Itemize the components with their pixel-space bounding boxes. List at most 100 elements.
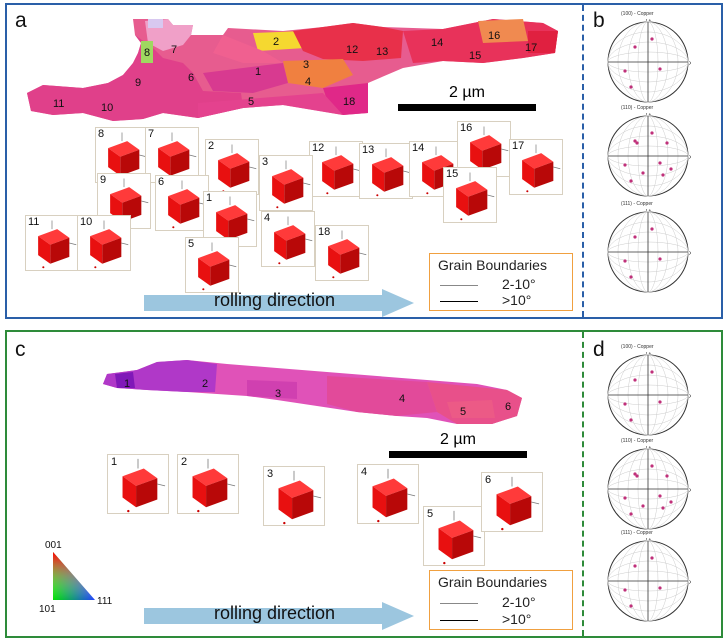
pole-figure-title: (111) - Copper (621, 201, 653, 207)
red-cube-icon (192, 458, 236, 513)
cube-number: 6 (158, 176, 165, 188)
divider-ab (582, 5, 584, 317)
grain-label: 1 (255, 66, 261, 78)
grain-label: 16 (488, 30, 500, 42)
pole-figure: Y1 X1 (607, 209, 691, 293)
grain-label: 9 (135, 77, 141, 89)
grain-label: 5 (460, 406, 466, 418)
pole-figure: Y1 X1 (607, 113, 691, 197)
legend-row-high: >10° (502, 292, 532, 308)
red-cube-icon (496, 476, 540, 531)
cube-number: 18 (318, 226, 331, 238)
legend-row-high: >10° (502, 611, 532, 627)
red-cube-icon (38, 220, 77, 269)
cube-number: 4 (264, 212, 271, 224)
rolling-direction-arrow-a (144, 289, 414, 317)
legend-row-low: 2-10° (502, 594, 536, 610)
red-cube-icon (158, 132, 197, 181)
panel-d-label: d (593, 338, 605, 361)
cube-number: 5 (188, 238, 195, 250)
grain-label: 13 (376, 46, 388, 58)
svg-text:X1: X1 (689, 488, 691, 494)
cube-number: 3 (262, 156, 269, 168)
svg-text:X1: X1 (689, 155, 691, 161)
red-cube-icon (438, 510, 482, 565)
orientation-cube: 13 (359, 143, 413, 199)
scale-label-c: 2 µm (440, 431, 476, 448)
red-cube-icon (322, 146, 361, 195)
cube-number: 12 (312, 142, 325, 154)
svg-text:Y1: Y1 (645, 19, 651, 23)
orientation-cube: 4 (357, 464, 419, 524)
rolling-direction-label-c: rolling direction (214, 603, 336, 623)
red-cube-icon (90, 220, 129, 269)
grain-label: 2 (202, 378, 208, 390)
cube-number: 8 (98, 128, 105, 140)
low-angle-line (440, 603, 478, 604)
pole-figure-title: (110) - Copper (621, 438, 654, 444)
pole-figure-title: (111) - Copper (621, 530, 653, 536)
scale-bar-c (389, 451, 527, 458)
orientation-cube: 1 (107, 454, 169, 514)
red-cube-icon (456, 172, 495, 221)
grain-label: 7 (171, 44, 177, 56)
high-angle-line (440, 620, 478, 621)
grain-boundary-legend-a: Grain Boundaries 2-10° >10° (429, 253, 573, 311)
grain-label: 11 (53, 98, 64, 110)
svg-text:Y1: Y1 (645, 538, 651, 542)
ebsd-map-c: 1 2 3 4 5 6 (103, 360, 522, 424)
panel-b-label: b (593, 9, 605, 32)
cube-number: 16 (460, 122, 473, 134)
grain-label: 4 (305, 76, 311, 88)
red-cube-icon (198, 242, 237, 291)
scale-label-a: 2 µm (449, 84, 485, 101)
orientation-cube: 3 (259, 155, 313, 211)
svg-text:Y1: Y1 (645, 209, 651, 213)
legend-title: Grain Boundaries (438, 257, 547, 273)
cube-number: 7 (148, 128, 155, 140)
pole-figure-title: (100) - Copper (621, 11, 654, 17)
cube-number: 3 (267, 468, 274, 480)
svg-text:X1: X1 (689, 61, 691, 67)
red-cube-icon (372, 148, 411, 197)
red-cube-icon (122, 458, 166, 513)
divider-cd (582, 332, 584, 636)
orientation-cube: 11 (25, 215, 79, 271)
orientation-cube: 12 (309, 141, 363, 197)
grain-label: 2 (273, 36, 279, 48)
low-angle-line (440, 285, 478, 286)
svg-text:Y1: Y1 (645, 352, 651, 356)
high-angle-line (440, 301, 478, 302)
red-cube-icon (168, 180, 207, 229)
red-cube-icon (372, 468, 416, 523)
grain-boundary-legend-c: Grain Boundaries 2-10° >10° (429, 570, 573, 630)
orientation-cube: 6 (155, 175, 209, 231)
cube-number: 17 (512, 140, 525, 152)
cube-number: 2 (181, 456, 188, 468)
pole-figure-title: (100) - Copper (621, 344, 654, 350)
orientation-cube: 4 (261, 211, 315, 267)
legend-row-low: 2-10° (502, 276, 536, 292)
cube-number: 9 (100, 174, 107, 186)
ipf-color-key: 001 101 111 (39, 540, 113, 615)
pole-figure-title: (110) - Copper (621, 105, 654, 111)
orientation-cube: 8 (95, 127, 149, 183)
legend-title: Grain Boundaries (438, 574, 547, 590)
red-cube-icon (274, 216, 313, 265)
cube-number: 14 (412, 142, 425, 154)
red-cube-icon (218, 144, 257, 193)
orientation-cube: 6 (481, 472, 543, 532)
rolling-direction-arrow-c (144, 602, 414, 630)
grain-label: 18 (343, 96, 355, 108)
cube-number: 5 (427, 508, 434, 520)
grain-label: 14 (431, 37, 443, 49)
ipf-111: 111 (97, 596, 113, 607)
rolling-direction-label-a: rolling direction (214, 290, 336, 310)
pole-figure: Y1 X1 (607, 352, 691, 436)
svg-text:X1: X1 (689, 580, 691, 586)
grain-label: 1 (124, 378, 130, 390)
panel-c-label: c (15, 338, 26, 361)
cube-number: 15 (446, 168, 459, 180)
panel-a-b-frame: a b 8 7 2 12 13 14 16 17 15 1 3 6 (5, 3, 723, 319)
red-cube-icon (278, 470, 322, 525)
